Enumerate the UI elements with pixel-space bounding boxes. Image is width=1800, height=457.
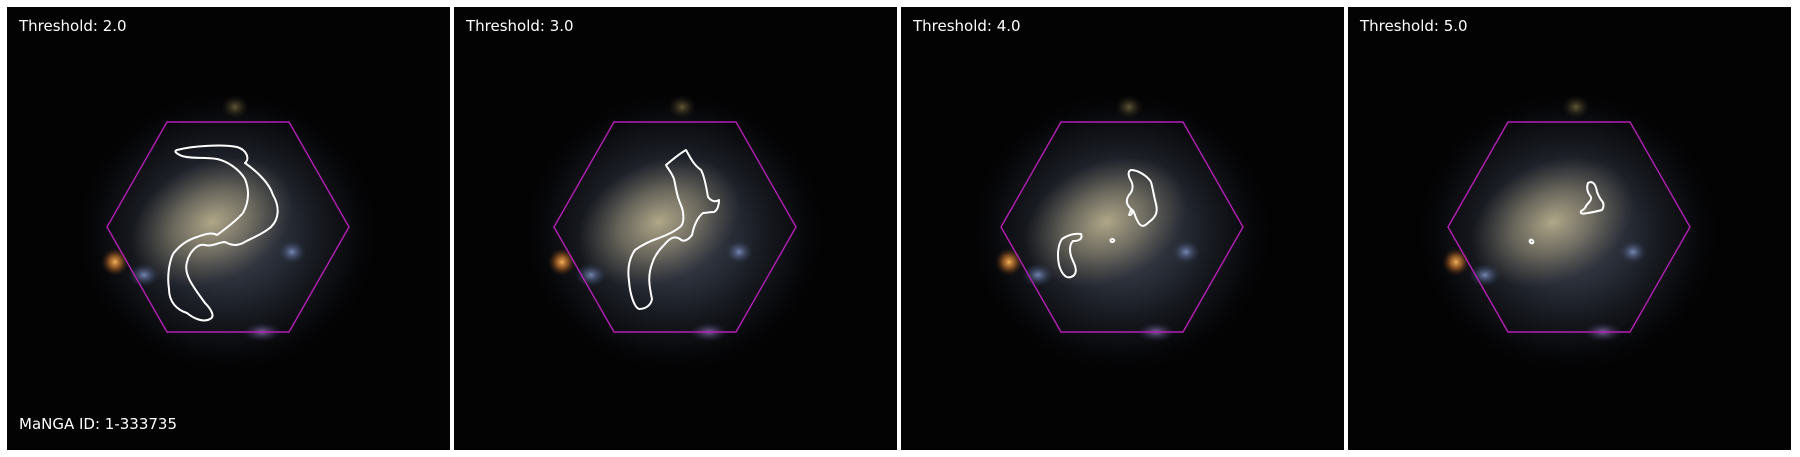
ifu-hexagon: [553, 121, 797, 333]
contour-line: [1057, 232, 1083, 279]
panel-threshold-4: Threshold: 4.0: [901, 7, 1344, 450]
galaxy-image: [901, 7, 1344, 450]
ifu-hexagon: [106, 121, 350, 333]
contour-line: [1528, 238, 1535, 245]
contour-line: [167, 144, 279, 322]
panel-threshold-3: Threshold: 3.0: [454, 7, 897, 450]
contour-line: [1125, 169, 1158, 227]
contour-line: [1579, 181, 1605, 215]
galaxy-image: [1348, 7, 1791, 450]
galaxy-image: [7, 7, 450, 450]
panel-threshold-5: Threshold: 5.0: [1348, 7, 1791, 450]
galaxy-image: [454, 7, 897, 450]
panel-threshold-2: Threshold: 2.0 MaNGA ID: 1-333735: [7, 7, 450, 450]
threshold-label: Threshold: 2.0: [19, 17, 127, 35]
threshold-label: Threshold: 4.0: [913, 17, 1021, 35]
manga-id-label: MaNGA ID: 1-333735: [19, 415, 178, 433]
threshold-label: Threshold: 3.0: [466, 17, 574, 35]
contour-line: [1109, 238, 1116, 243]
threshold-label: Threshold: 5.0: [1360, 17, 1468, 35]
ifu-hexagon: [1447, 121, 1691, 333]
ifu-hexagon: [1000, 121, 1244, 333]
contour-line: [627, 149, 720, 310]
contour-line: [1128, 208, 1133, 217]
